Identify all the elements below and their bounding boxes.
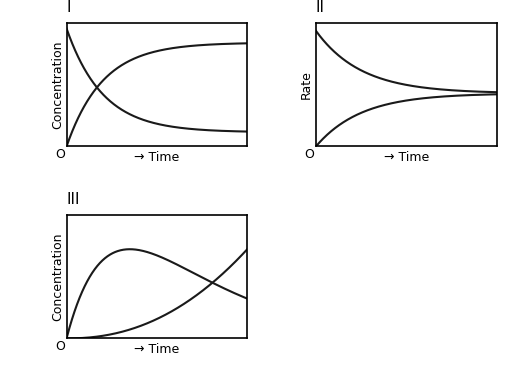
- Y-axis label: Concentration: Concentration: [51, 232, 64, 321]
- Text: I: I: [67, 0, 71, 15]
- X-axis label: → Time: → Time: [134, 150, 180, 164]
- Text: III: III: [67, 192, 80, 207]
- Text: II: II: [316, 0, 325, 15]
- Text: O: O: [304, 148, 314, 161]
- Text: O: O: [55, 340, 65, 353]
- X-axis label: → Time: → Time: [134, 343, 180, 356]
- Y-axis label: Rate: Rate: [300, 70, 313, 99]
- X-axis label: → Time: → Time: [383, 150, 429, 164]
- Text: O: O: [55, 148, 65, 161]
- Y-axis label: Concentration: Concentration: [51, 40, 64, 129]
